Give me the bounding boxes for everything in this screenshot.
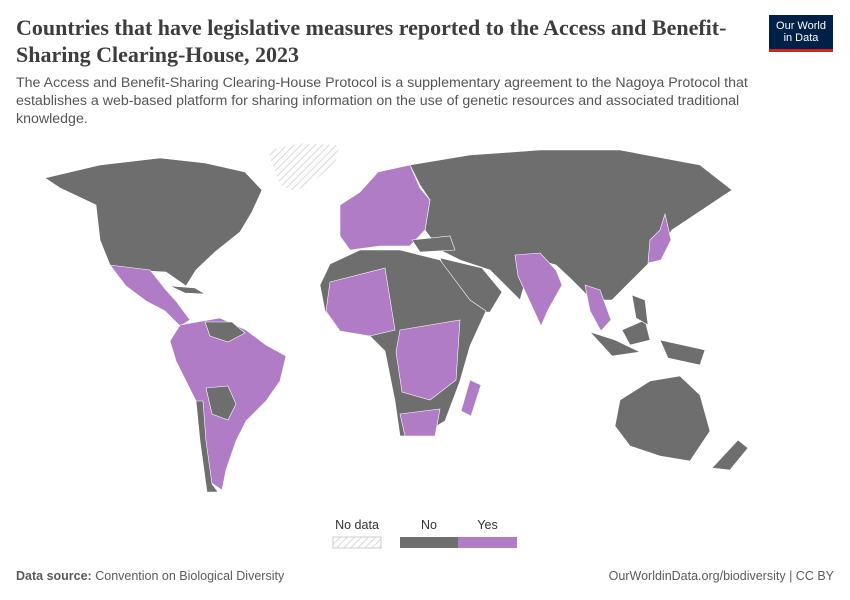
logo-line: in Data: [783, 32, 819, 44]
west-africa: [325, 267, 396, 337]
legend: No data No Yes: [332, 518, 517, 549]
legend-swatch: [400, 537, 458, 548]
north-america: [44, 157, 263, 287]
venezuela-guyana: [204, 321, 246, 343]
madagascar: [460, 379, 482, 417]
legend-label: No data: [335, 518, 379, 532]
source-link[interactable]: Convention on Biological Diversity: [95, 569, 285, 583]
bolivia-paraguay: [205, 385, 237, 421]
logo[interactable]: Our World in Data: [769, 15, 833, 52]
legend-swatch: [458, 537, 517, 548]
new-zealand: [711, 439, 749, 471]
australia: [614, 375, 711, 462]
europe: [339, 164, 431, 251]
south-africa: [399, 408, 441, 437]
mexico-central-america: [109, 264, 191, 327]
license-link[interactable]: OurWorldinData.org/biodiversity | CC BY: [608, 569, 834, 583]
chile: [195, 400, 219, 493]
legend-label: No: [421, 518, 437, 532]
cuba: [169, 285, 206, 295]
japan: [647, 212, 672, 264]
source-note: Data source: Convention on Biological Di…: [16, 569, 284, 583]
turkey: [411, 235, 456, 253]
east-central-africa: [395, 319, 461, 401]
source-label: Data source:: [16, 569, 92, 583]
chart-title: Countries that have legislative measures…: [16, 15, 727, 67]
world-map: No data No Yes: [44, 142, 749, 549]
indonesia: [589, 319, 706, 366]
logo-line: Our World: [776, 20, 826, 32]
india: [514, 252, 563, 327]
legend-swatch: [332, 536, 382, 549]
subtitle: The Access and Benefit-Sharing Clearing-…: [16, 75, 748, 127]
legend-label: Yes: [477, 518, 497, 532]
southeast-asia: [584, 284, 612, 332]
greenland: [267, 142, 341, 193]
countries: [44, 142, 749, 493]
philippines: [631, 294, 649, 326]
